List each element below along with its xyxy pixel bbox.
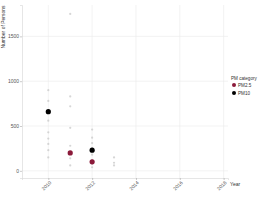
tick-mark: [224, 178, 225, 180]
legend-label: PM2.5: [238, 83, 252, 88]
grid-line: [223, 5, 224, 178]
legend: PM category PM2.5 PM10: [231, 76, 257, 96]
tick: 0: [16, 168, 22, 174]
tick-label: 500: [11, 123, 20, 129]
points: [46, 13, 115, 168]
grid-line: [48, 5, 49, 178]
point: [69, 145, 71, 147]
grid-line: [22, 170, 228, 171]
point: [91, 137, 93, 139]
point: [91, 166, 93, 168]
grid-line: [22, 126, 228, 127]
point: [47, 131, 49, 133]
tick-label: 1500: [8, 33, 19, 39]
tick-label: 2014: [128, 179, 140, 191]
point: [47, 149, 49, 151]
grid: [48, 5, 223, 178]
tick-label: 2010: [40, 179, 52, 191]
x-axis: 2010 2012 2014 2016 2018: [23, 178, 229, 192]
point: [91, 142, 93, 144]
point: [69, 105, 71, 107]
point: [91, 128, 93, 130]
legend-marker: [232, 91, 236, 95]
plot: 2010 2012 2014 2016 2018 0 500 1000 1500: [8, 5, 229, 192]
point: [47, 137, 49, 139]
legend-label: PM10: [238, 91, 250, 96]
tick-mark: [180, 178, 181, 180]
point: [69, 157, 71, 159]
grid-line: [179, 5, 180, 178]
tick-mark: [92, 178, 93, 180]
chart: 2010 2012 2014 2016 2018 0 500 1000 1500Number o…: [0, 0, 258, 206]
point: [69, 95, 71, 97]
point: [90, 148, 95, 153]
grid-line: [22, 36, 228, 37]
y-axis: 0 500 1000 1500: [8, 6, 23, 179]
point: [90, 159, 95, 164]
tick: 1500: [8, 33, 22, 39]
tick-mark: [136, 178, 137, 180]
point: [69, 164, 71, 166]
point: [47, 89, 49, 91]
point: [47, 156, 49, 158]
legend-title: PM category: [231, 76, 257, 81]
tick-label: 0: [16, 168, 19, 174]
tick: 500: [11, 123, 22, 129]
point: [68, 150, 73, 155]
tick-label: 2016: [172, 179, 184, 191]
point: [46, 109, 51, 114]
tick-label: 1000: [8, 78, 19, 84]
tick-label: 2018: [216, 179, 228, 191]
y-axis-title: Number of Persons: [0, 5, 6, 49]
legend-marker: [232, 83, 236, 87]
tick: 2016: [172, 178, 184, 192]
tick-label: 2012: [84, 179, 96, 191]
point: [47, 120, 49, 122]
point: [69, 127, 71, 129]
grid-line: [22, 81, 228, 82]
tick-mark: [20, 36, 22, 37]
tick-mark: [20, 81, 22, 82]
point: [113, 162, 115, 164]
point: [113, 164, 115, 166]
point: [69, 13, 71, 15]
point: [47, 143, 49, 145]
tick: 2018: [216, 178, 228, 192]
x-axis-title: Year: [230, 181, 240, 187]
tick: 1000: [8, 78, 22, 84]
tick: 2012: [84, 178, 96, 192]
axis-line: [23, 179, 229, 181]
grid-line: [135, 5, 136, 178]
tick-mark: [20, 171, 22, 172]
point: [91, 154, 93, 156]
tick-mark: [48, 178, 49, 180]
tick: 2010: [40, 178, 52, 192]
tick-mark: [20, 126, 22, 127]
tick: 2014: [128, 178, 140, 192]
grid: [22, 36, 228, 170]
point: [113, 156, 115, 158]
point: [47, 100, 49, 102]
axis-line: [20, 6, 23, 179]
